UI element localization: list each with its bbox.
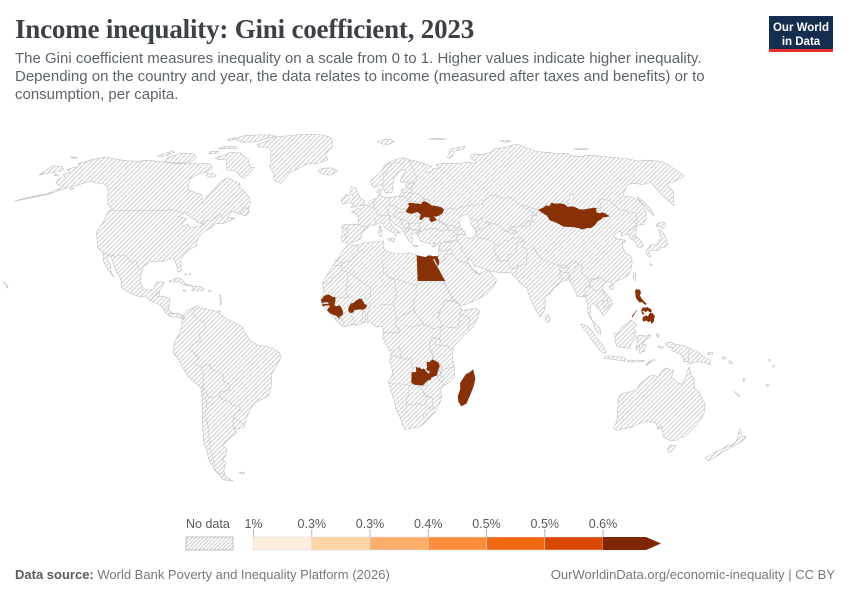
svg-text:0.5%: 0.5% <box>531 517 560 531</box>
svg-text:1%: 1% <box>244 517 262 531</box>
svg-text:0.3%: 0.3% <box>356 517 385 531</box>
svg-text:0.6%: 0.6% <box>589 517 618 531</box>
svg-text:0.5%: 0.5% <box>472 517 501 531</box>
svg-text:0.4%: 0.4% <box>414 517 443 531</box>
svg-text:0.3%: 0.3% <box>298 517 327 531</box>
svg-text:No data: No data <box>186 517 230 531</box>
